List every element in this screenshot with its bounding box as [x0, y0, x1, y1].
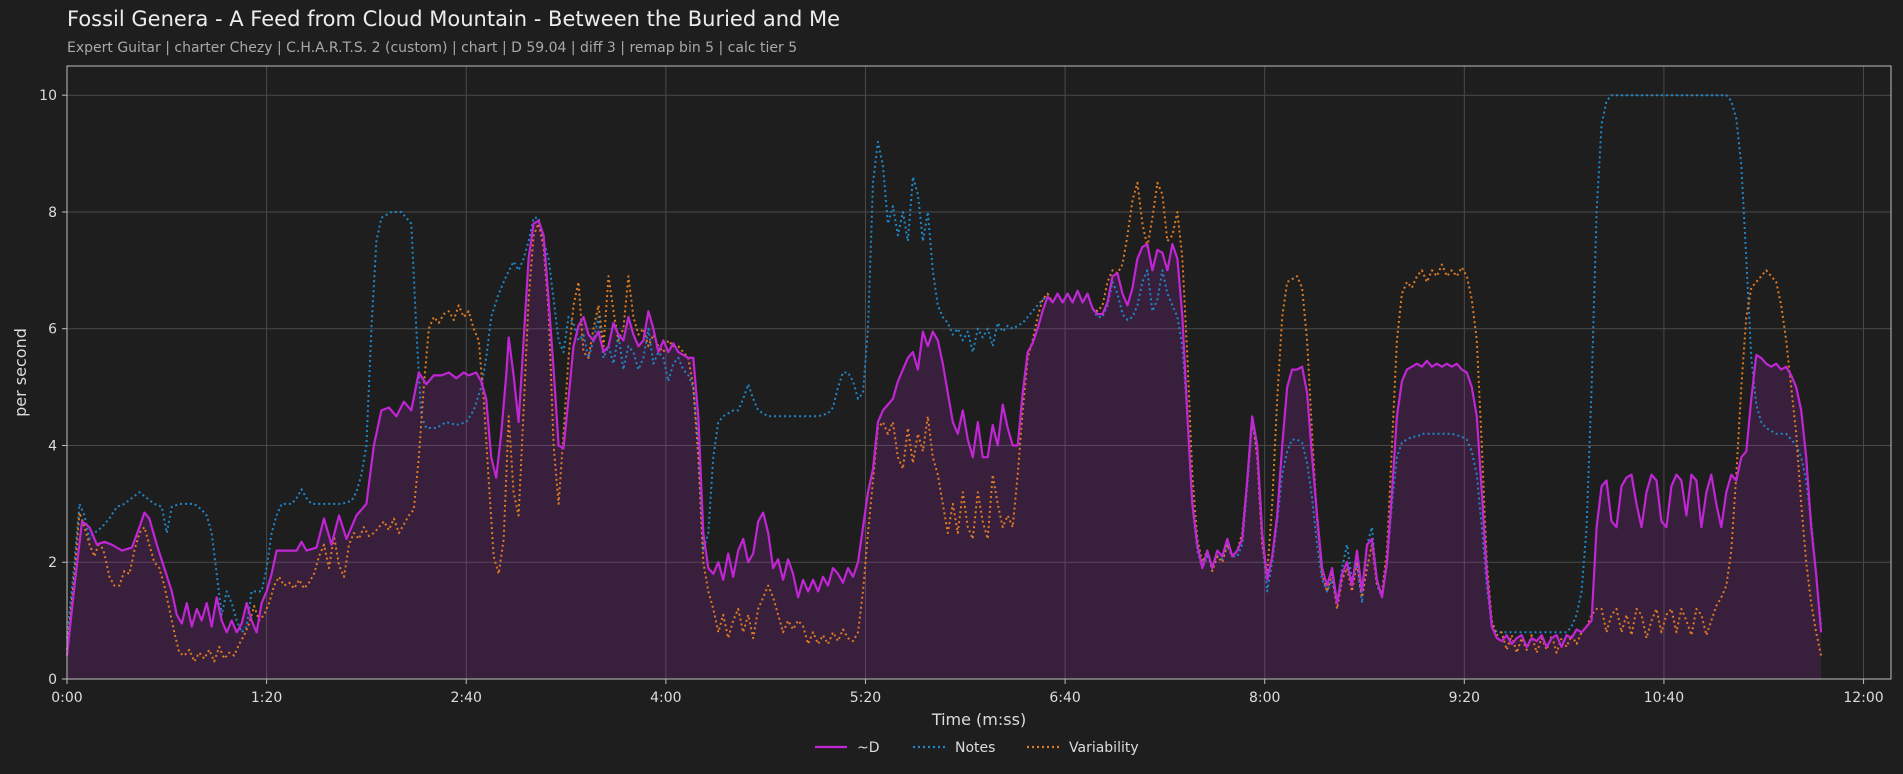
y-tick-label: 0: [48, 672, 57, 688]
series-line-variability: [66, 181, 1823, 663]
series-fill-layer: [67, 220, 1822, 679]
y-tick-label: 8: [48, 205, 57, 221]
chart-subtitle: Expert Guitar | charter Chezy | C.H.A.R.…: [67, 40, 798, 56]
x-tick-label: 12:00: [1843, 690, 1883, 706]
axis-ticks: 0:00 1:20 2:40 4:00 5:20 6:40 8:00 9:20 10:40 12:…: [39, 88, 1884, 706]
y-tick-label: 10: [39, 88, 57, 104]
y-tick-label: 2: [48, 555, 57, 571]
series-line-layer: [65, 94, 1823, 663]
x-tick-label: 1:20: [251, 690, 282, 706]
chart-title: Fossil Genera - A Feed from Cloud Mounta…: [67, 7, 841, 31]
legend-label: ~D: [857, 740, 880, 756]
plot-frame: [66, 65, 1892, 680]
x-tick-label: 4:00: [650, 690, 681, 706]
y-tick-label: 6: [48, 322, 57, 338]
legend-label: Variability: [1069, 740, 1139, 756]
legend-label: Notes: [955, 740, 995, 756]
series-line-notes: [66, 94, 1823, 639]
series-line-d: [65, 219, 1823, 656]
x-tick-label: 8:00: [1249, 690, 1280, 706]
x-tick-label: 6:40: [1049, 690, 1080, 706]
x-tick-label: 10:40: [1644, 690, 1684, 706]
x-tick-label: 2:40: [451, 690, 482, 706]
x-tick-label: 5:20: [850, 690, 881, 706]
y-axis-label: per second: [11, 328, 30, 417]
series-area-d: [67, 220, 1822, 679]
x-tick-label: 0:00: [51, 690, 82, 706]
x-axis-label: Time (m:ss): [931, 710, 1026, 729]
x-tick-label: 9:20: [1449, 690, 1480, 706]
legend: ~D Notes Variability: [815, 740, 1139, 756]
y-tick-label: 4: [48, 438, 57, 454]
